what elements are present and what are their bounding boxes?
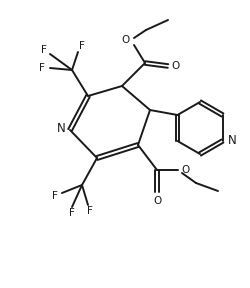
Text: F: F (39, 63, 45, 73)
Text: N: N (228, 134, 237, 147)
Text: O: O (153, 196, 161, 206)
Text: O: O (172, 61, 180, 71)
Text: F: F (52, 191, 58, 201)
Text: O: O (182, 165, 190, 175)
Text: F: F (87, 206, 93, 216)
Text: F: F (41, 45, 47, 55)
Text: O: O (122, 35, 130, 45)
Text: F: F (79, 41, 85, 51)
Text: N: N (56, 122, 66, 135)
Text: F: F (69, 208, 75, 218)
